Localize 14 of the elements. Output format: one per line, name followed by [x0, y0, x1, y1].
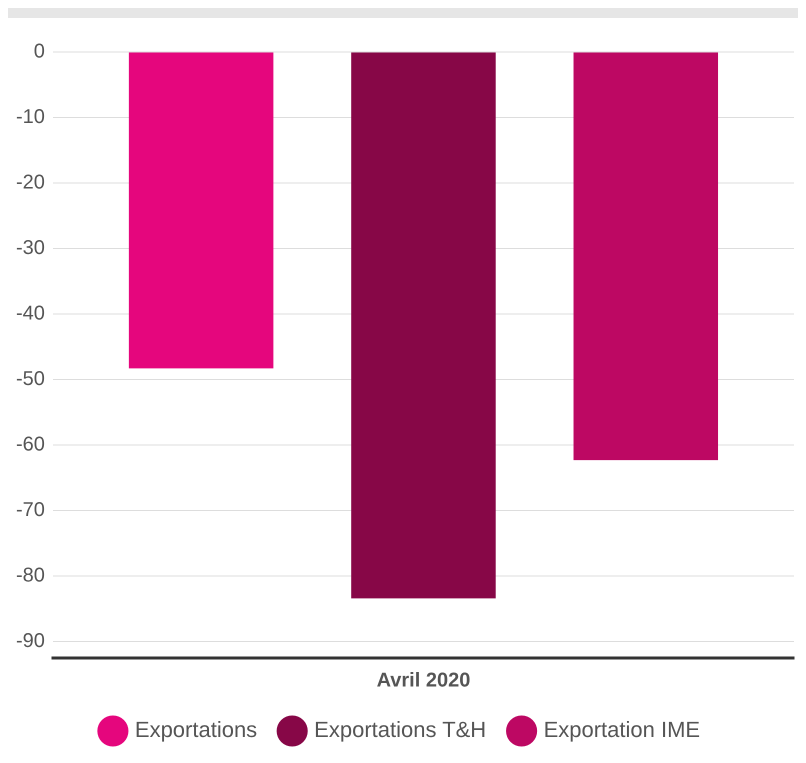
x-tick-label: Avril 2020	[376, 670, 470, 692]
y-tick-label: -90	[16, 630, 45, 652]
y-tick-label: 0	[34, 40, 45, 63]
legend-label: Exportations	[134, 717, 258, 742]
y-tick-label: -30	[16, 237, 45, 260]
legend-label: Exportation IME	[544, 717, 700, 742]
y-tick-label: -40	[16, 302, 45, 325]
y-tick-label: -80	[16, 564, 45, 587]
y-tick-label: -60	[16, 434, 45, 456]
y-tick-label: -20	[16, 172, 45, 194]
y-tick-label: -50	[16, 368, 45, 390]
y-tick-label: -70	[16, 499, 45, 522]
legend-label: Exportations T&H	[314, 717, 486, 742]
y-tick-label: -10	[16, 106, 45, 128]
